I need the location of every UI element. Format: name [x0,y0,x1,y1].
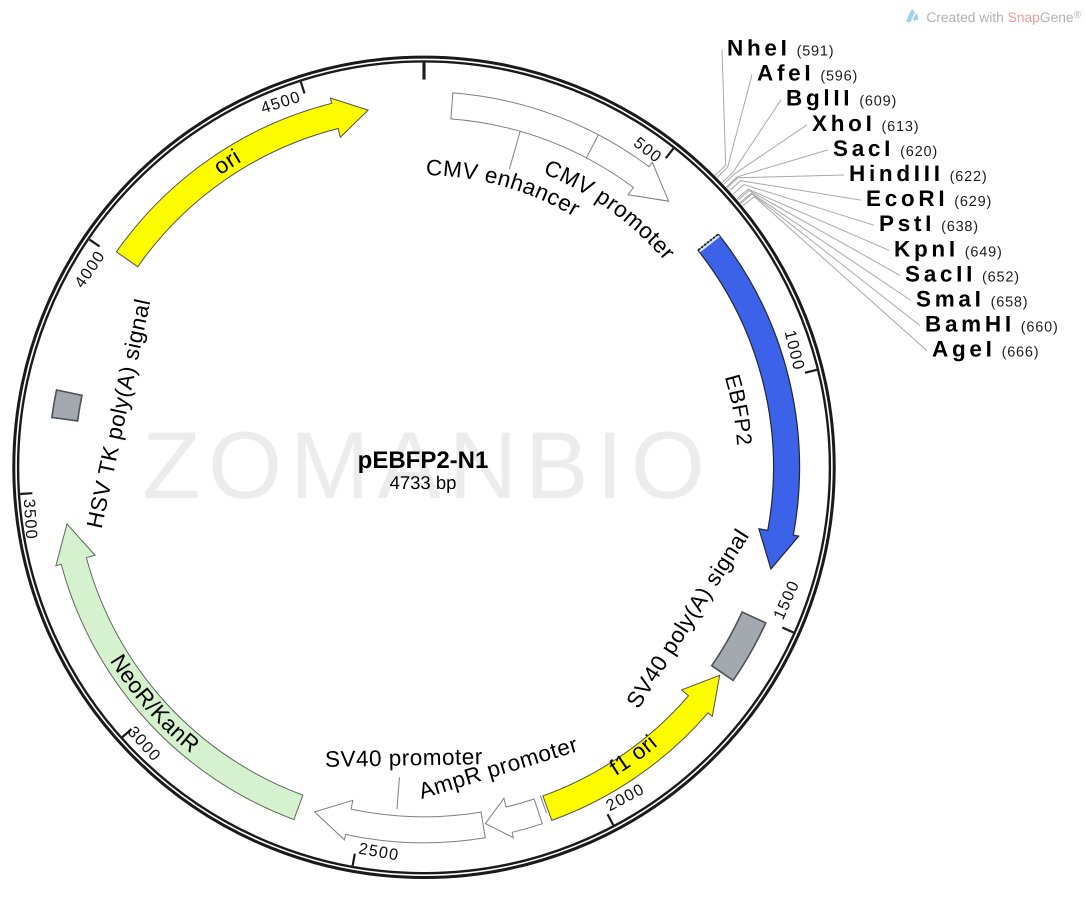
svg-text:SV40 promoter: SV40 promoter [325,744,483,772]
svg-text:3500: 3500 [20,498,41,540]
svg-text:ZOMANBIO: ZOMANBIO [142,413,713,519]
svg-text:NheI(591): NheI (591) [727,36,834,61]
svg-text:4733 bp: 4733 bp [390,472,457,493]
svg-text:HindIII(622): HindIII (622) [849,161,988,186]
svg-text:pEBFP2-N1: pEBFP2-N1 [358,447,489,474]
svg-text:BamHI(660): BamHI (660) [925,312,1059,337]
svg-text:Created with SnapGene®: Created with SnapGene® [926,10,1081,25]
